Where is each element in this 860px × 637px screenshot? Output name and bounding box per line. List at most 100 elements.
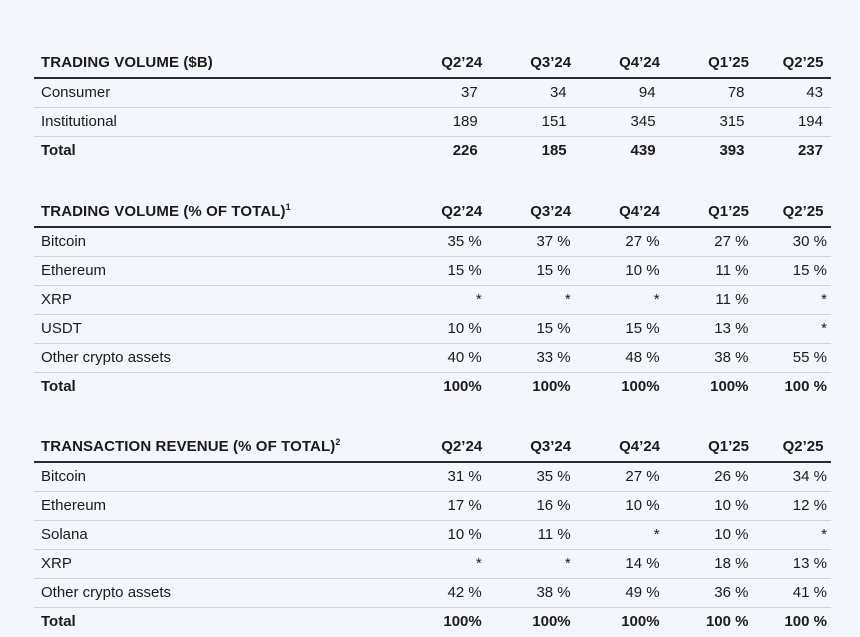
table-row: Other crypto assets 40 % 33 % 48 % 38 % … — [34, 343, 831, 373]
table-cell: 30 % — [756, 227, 831, 257]
table-cell: 34 — [489, 78, 579, 108]
table-cell: 100% — [621, 613, 660, 630]
table-row: Other crypto assets 42 % 38 % 49 % 36 % … — [34, 578, 831, 608]
row-label: USDT — [34, 314, 401, 344]
table-cell: * — [578, 520, 668, 550]
column-header: Q2’25 — [756, 198, 831, 228]
table-row: Ethereum 17 % 16 % 10 % 10 % 12 % — [34, 491, 831, 521]
table-cell: 100% — [443, 378, 482, 395]
column-header: Q1’25 — [667, 49, 757, 79]
table-cell: 11 % — [667, 256, 757, 286]
footnote-marker: 1 — [285, 202, 291, 212]
table-cell: 15 % — [756, 256, 831, 286]
table-cell: 43 — [756, 78, 831, 108]
column-header: Q4’24 — [578, 49, 668, 79]
row-label: Ethereum — [34, 256, 401, 286]
row-label: Institutional — [34, 107, 401, 137]
table-cell: * — [400, 549, 490, 579]
table-cell: 11 % — [667, 285, 757, 315]
table-cell: 36 % — [667, 578, 757, 608]
table-cell: 40 % — [400, 343, 490, 373]
table-cell: 151 — [489, 107, 579, 137]
row-label: Total — [41, 613, 76, 630]
table-cell: 38 % — [667, 343, 757, 373]
section-title: TRADING VOLUME (% OF TOTAL)1 — [34, 198, 401, 228]
table-cell: 78 — [667, 78, 757, 108]
table-cell: 100 % — [784, 613, 827, 630]
table-cell: 35 % — [400, 227, 490, 257]
table-cell: 49 % — [578, 578, 668, 608]
table-cell: 26 % — [667, 462, 757, 492]
trading-volume-pct-table: TRADING VOLUME (% OF TOTAL)1 Q2’24 Q3’24… — [34, 198, 831, 401]
column-header: Q2’24 — [400, 49, 490, 79]
table-cell: 13 % — [667, 314, 757, 344]
table-row: USDT 10 % 15 % 15 % 13 % * — [34, 314, 831, 344]
table-cell: 10 % — [667, 491, 757, 521]
table-row: Consumer 37 34 94 78 43 — [34, 78, 831, 108]
table-row: Ethereum 15 % 15 % 10 % 11 % 15 % — [34, 256, 831, 286]
table-cell: 100% — [621, 378, 660, 395]
table-header-row: TRANSACTION REVENUE (% OF TOTAL)2 Q2’24 … — [34, 433, 831, 463]
table-cell: 315 — [667, 107, 757, 137]
column-header: Q2’25 — [756, 49, 831, 79]
table-cell: 37 % — [489, 227, 579, 257]
table-cell: 27 % — [667, 227, 757, 257]
table-cell: 100 % — [705, 613, 749, 630]
column-header: Q3’24 — [489, 198, 579, 228]
table-cell: 15 % — [489, 256, 579, 286]
table-cell: 15 % — [578, 314, 668, 344]
table-cell: 34 % — [756, 462, 831, 492]
column-header: Q4’24 — [578, 433, 668, 463]
trading-volume-table: TRADING VOLUME ($B) Q2’24 Q3’24 Q4’24 Q1… — [34, 49, 831, 165]
table-cell: 10 % — [667, 520, 757, 550]
row-label: Bitcoin — [34, 227, 401, 257]
row-label: XRP — [34, 285, 401, 315]
row-label: Other crypto assets — [34, 578, 401, 608]
table-row: Bitcoin 31 % 35 % 27 % 26 % 34 % — [34, 462, 831, 492]
row-label: XRP — [34, 549, 401, 579]
section-title: TRANSACTION REVENUE (% OF TOTAL)2 — [34, 433, 401, 463]
table-cell: 12 % — [756, 491, 831, 521]
table-row: Solana 10 % 11 % * 10 % * — [34, 520, 831, 550]
total-row: Total 100% 100% 100% 100 % 100 % — [34, 608, 831, 637]
table-cell: 10 % — [400, 520, 490, 550]
row-label: Total — [41, 142, 76, 159]
table-cell: 48 % — [578, 343, 668, 373]
table-header-row: TRADING VOLUME (% OF TOTAL)1 Q2’24 Q3’24… — [34, 198, 831, 228]
table-row: Institutional 189 151 345 315 194 — [34, 107, 831, 137]
table-cell: 393 — [719, 142, 745, 159]
table-cell: 27 % — [578, 227, 668, 257]
table-cell: 33 % — [489, 343, 579, 373]
column-header: Q3’24 — [489, 49, 579, 79]
table-cell: * — [489, 285, 579, 315]
table-cell: 37 — [400, 78, 490, 108]
row-label: Solana — [34, 520, 401, 550]
table-cell: 27 % — [578, 462, 668, 492]
row-label: Ethereum — [34, 491, 401, 521]
total-row: Total 100% 100% 100% 100% 100 % — [34, 373, 831, 402]
table-cell: * — [756, 285, 831, 315]
section-title: TRADING VOLUME ($B) — [34, 49, 401, 79]
table-cell: * — [578, 285, 668, 315]
section-spacer — [34, 165, 831, 198]
table-cell: 189 — [400, 107, 490, 137]
transaction-revenue-pct-table: TRANSACTION REVENUE (% OF TOTAL)2 Q2’24 … — [34, 433, 831, 636]
table-cell: 94 — [578, 78, 668, 108]
table-cell: 226 — [452, 142, 478, 159]
table-cell: 18 % — [667, 549, 757, 579]
table-cell: * — [400, 285, 490, 315]
column-header: Q1’25 — [667, 198, 757, 228]
column-header: Q1’25 — [667, 433, 757, 463]
table-cell: 100% — [443, 613, 482, 630]
table-cell: 38 % — [489, 578, 579, 608]
table-cell: 16 % — [489, 491, 579, 521]
table-cell: 237 — [797, 142, 823, 159]
table-cell: 100% — [710, 378, 749, 395]
table-cell: 13 % — [756, 549, 831, 579]
table-row: XRP * * 14 % 18 % 13 % — [34, 549, 831, 579]
report-tables: TRADING VOLUME ($B) Q2’24 Q3’24 Q4’24 Q1… — [34, 49, 831, 636]
table-cell: 345 — [578, 107, 668, 137]
total-row: Total 226 185 439 393 237 — [34, 137, 831, 166]
row-label: Consumer — [34, 78, 401, 108]
table-cell: 10 % — [400, 314, 490, 344]
